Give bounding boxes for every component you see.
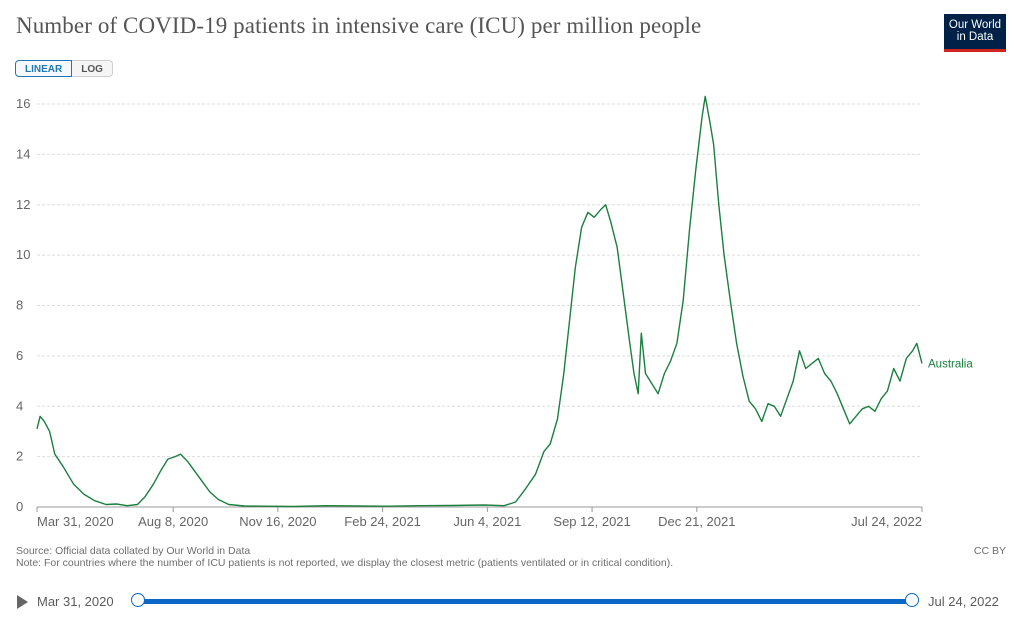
source-note: Source: Official data collated by Our Wo…: [16, 545, 673, 569]
y-axis: 0 2 4 6 8 10 12 14 16: [16, 96, 30, 514]
note-text: Note: For countries where the number of …: [16, 557, 674, 569]
source-text: Source: Official data collated by Our Wo…: [16, 545, 251, 557]
timeline-start-label: Mar 31, 2020: [37, 594, 114, 609]
y-tick-label: 14: [16, 146, 30, 161]
chart-title: Number of COVID-19 patients in intensive…: [16, 13, 702, 38]
y-tick-label: 6: [16, 348, 23, 363]
y-tick-label: 10: [16, 247, 30, 262]
x-axis: Mar 31, 2020 Aug 8, 2020 Nov 16, 2020 Feb 2…: [36, 507, 923, 529]
series-line-australia: [36, 95, 923, 508]
logo-line-1: Our World: [948, 19, 1002, 31]
timeline-start-handle[interactable]: [131, 593, 145, 607]
y-tick-label: 2: [16, 449, 23, 464]
logo-line-2: in Data: [956, 31, 994, 43]
y-tick-label: 0: [16, 499, 23, 514]
y-tick-label: 12: [16, 197, 30, 212]
series-group: Australia: [36, 95, 973, 508]
play-icon[interactable]: [17, 595, 28, 609]
log-scale-button[interactable]: LOG: [72, 60, 113, 77]
x-tick-label: Nov 16, 2020: [239, 514, 316, 529]
gridlines: [37, 103, 922, 508]
y-tick-label: 4: [16, 398, 23, 413]
license-link[interactable]: CC BY: [973, 545, 1006, 557]
y-tick-label: 8: [16, 298, 23, 313]
timeline: Mar 31, 2020 Jul 24, 2022: [0, 588, 1021, 618]
linear-scale-button[interactable]: LINEAR: [15, 60, 73, 77]
line-chart: 0 2 4 6 8 10 12 14 16 Mar 31, 2020 Aug 8, 2020 Nov…: [16, 95, 973, 529]
timeline-track[interactable]: [138, 599, 912, 604]
timeline-end-handle[interactable]: [905, 593, 919, 607]
x-tick-label: Feb 24, 2021: [344, 514, 421, 529]
x-tick-label: Aug 8, 2020: [138, 514, 208, 529]
x-tick-label: Mar 31, 2020: [37, 514, 114, 529]
y-tick-label: 16: [16, 96, 30, 111]
timeline-end-label: Jul 24, 2022: [928, 594, 999, 609]
scale-toggle: LINEAR LOG: [15, 60, 113, 77]
owid-logo[interactable]: Our World in Data: [944, 14, 1006, 52]
series-label-australia: Australia: [928, 358, 973, 370]
x-tick-label: Jul 24, 2022: [851, 514, 922, 529]
x-tick-label: Sep 12, 2021: [553, 514, 630, 529]
x-tick-label: Jun 4, 2021: [453, 514, 521, 529]
x-tick-label: Dec 21, 2021: [658, 514, 735, 529]
